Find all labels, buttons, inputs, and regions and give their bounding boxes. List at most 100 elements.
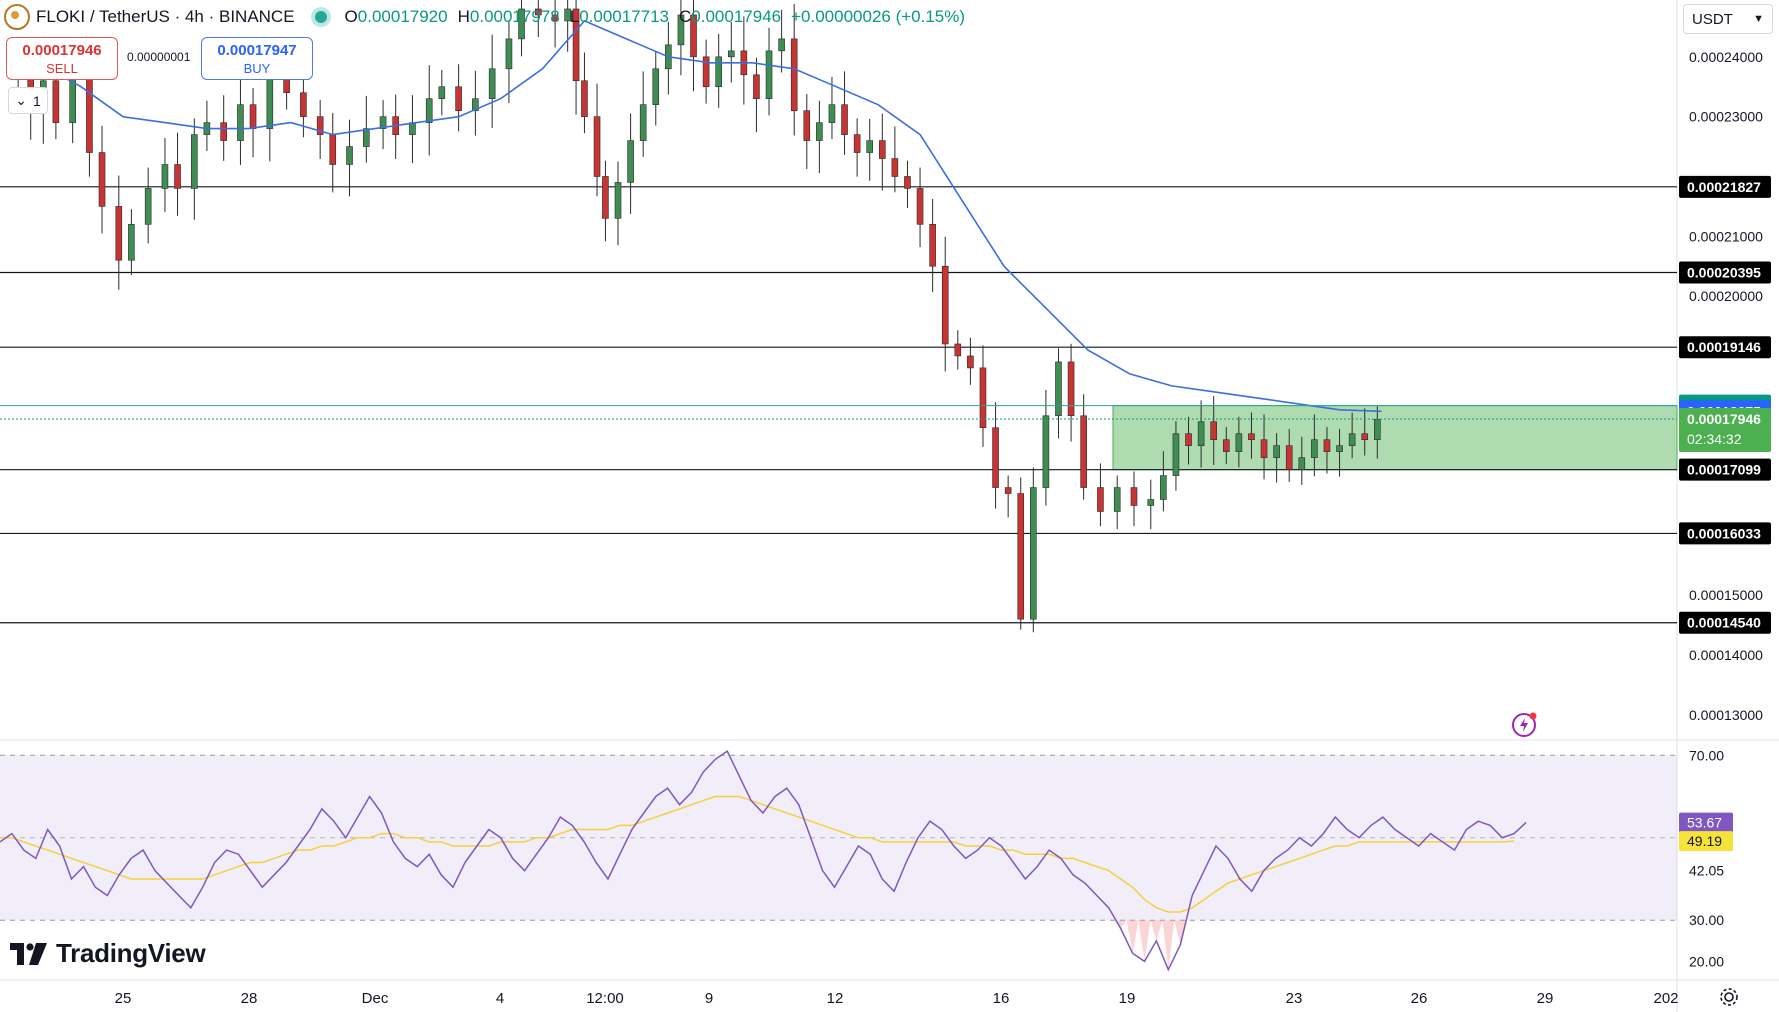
- ohlc-high-value: 0.00017978: [469, 7, 560, 26]
- rsi-line: [0, 749, 1527, 972]
- candle-body: [115, 206, 123, 261]
- candle-body: [379, 116, 387, 129]
- support-resistance-levels: [0, 186, 1677, 624]
- candle-body: [753, 74, 760, 100]
- time-tick-label: 23: [1286, 990, 1303, 1007]
- candle-body: [1336, 445, 1343, 452]
- candle-body: [677, 14, 685, 46]
- candle-body: [1017, 493, 1025, 620]
- chevron-down-icon: ▼: [1753, 13, 1764, 25]
- candle-body: [1260, 439, 1268, 458]
- candle-body: [841, 104, 848, 135]
- gear-icon[interactable]: [1718, 986, 1740, 1008]
- currency-value: USDT: [1692, 10, 1733, 28]
- spread-value: 0.00000001: [127, 50, 191, 64]
- ohlc-open-key: O: [344, 7, 358, 26]
- candle-body: [803, 110, 811, 141]
- ohlc-high-key: H: [457, 7, 470, 26]
- candle-body: [346, 146, 353, 165]
- candle-body: [425, 98, 433, 123]
- buy-button[interactable]: 0.00017947 BUY: [201, 37, 313, 80]
- sell-label: SELL: [46, 61, 78, 76]
- candle-body: [790, 38, 798, 111]
- candle-body: [967, 355, 974, 369]
- currency-select[interactable]: USDT ▼: [1683, 4, 1773, 34]
- ohlc-high: H0.00017978: [458, 7, 570, 27]
- rsi-tick-label: 70.00: [1689, 747, 1724, 763]
- candle-body: [1080, 415, 1087, 488]
- candle-body: [891, 158, 899, 177]
- candle-body: [1030, 487, 1037, 620]
- time-tick-label: 26: [1411, 990, 1428, 1007]
- rsi-tick-label: 20.00: [1689, 953, 1724, 969]
- moving-average-line: [26, 19, 1382, 413]
- sell-button[interactable]: 0.00017946 SELL: [6, 37, 118, 80]
- candle-body: [715, 56, 722, 88]
- level-label-4-bg: [1679, 522, 1771, 545]
- ohlc-low-key: L: [569, 7, 580, 26]
- chevron-down-icon: ⌄: [15, 92, 27, 108]
- ohlc-open-value: 0.00017920: [357, 7, 448, 26]
- brand-name: TradingView: [56, 938, 206, 968]
- ohlc-change: +0.00000026 (+0.15%): [791, 7, 975, 27]
- rsi-ma-line: [0, 795, 1515, 913]
- candle-body: [316, 116, 324, 135]
- time-tick-label: 19: [1119, 990, 1136, 1007]
- candle-body: [505, 38, 513, 70]
- tradingview-logo[interactable]: TradingView: [10, 938, 206, 969]
- candle-body: [409, 122, 416, 135]
- ohlc-close: C0.00017946: [679, 7, 791, 27]
- lightning-alert-icon[interactable]: [1511, 710, 1539, 738]
- candle-body: [191, 134, 198, 189]
- candle-body: [1113, 487, 1121, 512]
- candle-body: [363, 128, 370, 147]
- candle-body: [455, 86, 462, 111]
- ohlc-low-value: 0.00017713: [579, 7, 670, 26]
- candle-body: [1298, 457, 1306, 470]
- candle-body: [86, 74, 93, 153]
- price-tick-label: 0.00013000: [1689, 707, 1763, 723]
- candle-body: [572, 8, 580, 82]
- rsi-tick-label: 42.05: [1689, 863, 1724, 879]
- symbol-legend: FLOKI / TetherUS · 4h · BINANCE O0.00017…: [0, 0, 975, 34]
- time-tick-label: 16: [993, 990, 1010, 1007]
- quantity-toggle-button[interactable]: ⌄ 1: [8, 87, 48, 114]
- candle-body: [1374, 419, 1381, 440]
- candle-body: [220, 122, 227, 141]
- consolidation-zone-layer: [1112, 405, 1678, 471]
- candle-body: [1147, 499, 1155, 506]
- level-label-5-bg: [1679, 611, 1771, 634]
- candle-body: [1197, 421, 1205, 446]
- candle-body: [1311, 439, 1318, 458]
- candle-body: [1222, 439, 1230, 452]
- level-label-0-bg: [1679, 175, 1771, 198]
- price-axis-ticks: 0.00024000 0.00023000 0.00021000 0.00020000…: [1689, 49, 1763, 723]
- candle-body: [1097, 487, 1104, 512]
- rsi-ma-value-label: 49.19: [1687, 833, 1722, 849]
- time-tick-label: 25: [115, 990, 132, 1007]
- candle-body: [614, 182, 622, 219]
- symbol-title[interactable]: FLOKI / TetherUS · 4h · BINANCE: [36, 7, 295, 26]
- candle-body: [1285, 445, 1293, 470]
- candle-body: [904, 176, 911, 189]
- quantity-value: 1: [32, 92, 41, 109]
- rsi-ma-value-label-bg: [1679, 831, 1733, 852]
- candle-body: [128, 224, 135, 261]
- candle-body: [472, 98, 479, 111]
- candle-body: [929, 224, 936, 267]
- ohlc-low: L0.00017713: [570, 7, 679, 27]
- candle-body: [866, 140, 874, 153]
- price-axis-labels: 0.00021827 0.00020395 0.00019146 0.00017099…: [1679, 175, 1771, 634]
- candle-body: [1004, 487, 1012, 494]
- ohlc-open: O0.00017920: [345, 7, 458, 27]
- candle-body: [1042, 415, 1050, 488]
- candle-body: [300, 92, 307, 117]
- rsi-value-label: 53.67: [1687, 815, 1722, 831]
- last-price-label: 0.00017946: [1687, 411, 1761, 427]
- level-label-5: 0.00014540: [1687, 615, 1761, 631]
- market-status-icon[interactable]: [314, 11, 327, 23]
- candle-body: [518, 8, 525, 40]
- level-label-3: 0.00017099: [1687, 462, 1761, 478]
